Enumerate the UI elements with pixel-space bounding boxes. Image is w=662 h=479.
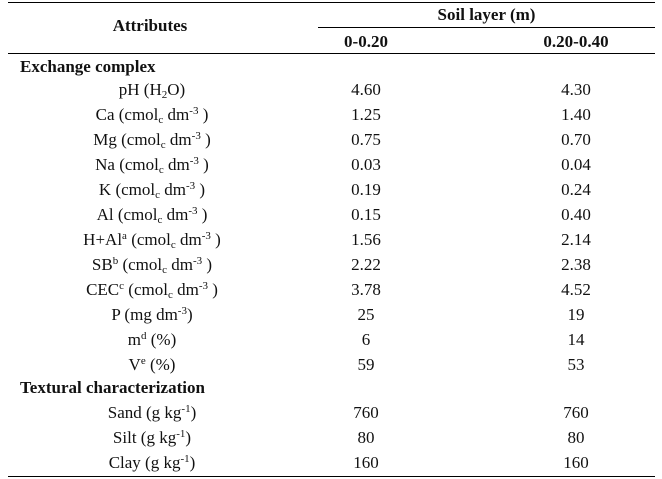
row-label: pH (H2O)	[118, 80, 186, 101]
cell-0.20-0.40: 760	[563, 403, 589, 422]
bottom-rule	[8, 476, 655, 477]
table-row: pH (H2O) 4.60 4.30	[0, 78, 662, 102]
table-row: Ve (%) 59 53	[0, 353, 662, 377]
cell-0-0.20: 6	[361, 330, 371, 349]
table-row: SBb (cmolc dm-3 ) 2.22 2.38	[0, 253, 662, 277]
table-row: Silt (g kg-1) 80 80	[0, 426, 662, 450]
cell-0-0.20: 1.56	[351, 230, 381, 249]
column-header-0.20-0.40: 0.20-0.40	[543, 32, 609, 51]
cell-0.20-0.40: 53	[567, 355, 585, 374]
cell-0.20-0.40: 80	[567, 428, 585, 447]
row-label: Mg (cmolc dm-3 )	[93, 130, 211, 151]
cell-0.20-0.40: 160	[563, 453, 589, 472]
cell-0-0.20: 0.75	[351, 130, 381, 149]
row-label: Ve (%)	[128, 355, 176, 374]
table-row: P (mg dm-3) 25 19	[0, 303, 662, 327]
cell-0-0.20: 160	[353, 453, 379, 472]
cell-0.20-0.40: 0.70	[561, 130, 591, 149]
cell-0.20-0.40: 1.40	[561, 105, 591, 124]
table-row: Clay (g kg-1) 160 160	[0, 451, 662, 475]
row-label: Sand (g kg-1)	[107, 403, 197, 422]
row-label: CECc (cmolc dm-3 )	[86, 280, 218, 301]
table-row: H+Ala (cmolc dm-3 ) 1.56 2.14	[0, 228, 662, 252]
table-row: Na (cmolc dm-3 ) 0.03 0.04	[0, 153, 662, 177]
cell-0.20-0.40: 4.30	[561, 80, 591, 99]
cell-0-0.20: 25	[357, 305, 375, 324]
row-label: P (mg dm-3)	[111, 305, 193, 324]
cell-0.20-0.40: 19	[567, 305, 585, 324]
cell-0.20-0.40: 0.04	[561, 155, 591, 174]
cell-0-0.20: 4.60	[351, 80, 381, 99]
cell-0-0.20: 59	[357, 355, 375, 374]
row-label: Ca (cmolc dm-3 )	[95, 105, 209, 126]
row-label: H+Ala (cmolc dm-3 )	[83, 230, 221, 251]
cell-0-0.20: 0.03	[351, 155, 381, 174]
top-rule	[8, 2, 655, 3]
row-label: Clay (g kg-1)	[108, 453, 196, 472]
cell-0-0.20: 1.25	[351, 105, 381, 124]
table-row: K (cmolc dm-3 ) 0.19 0.24	[0, 178, 662, 202]
row-label: K (cmolc dm-3 )	[98, 180, 206, 201]
table-row: Al (cmolc dm-3 ) 0.15 0.40	[0, 203, 662, 227]
soil-layer-rule	[318, 27, 655, 28]
cell-0.20-0.40: 14	[567, 330, 585, 349]
table-row: Mg (cmolc dm-3 ) 0.75 0.70	[0, 128, 662, 152]
row-label: md (%)	[127, 330, 177, 349]
cell-0.20-0.40: 0.24	[561, 180, 591, 199]
attributes-header: Attributes	[112, 16, 188, 35]
row-label: SBb (cmolc dm-3 )	[91, 255, 213, 276]
cell-0-0.20: 2.22	[351, 255, 381, 274]
row-label: Na (cmolc dm-3 )	[95, 155, 209, 176]
cell-0.20-0.40: 0.40	[561, 205, 591, 224]
cell-0-0.20: 760	[353, 403, 379, 422]
soil-layer-header: Soil layer (m)	[437, 5, 536, 24]
column-header-0-0.20: 0-0.20	[344, 32, 388, 51]
table-row: Sand (g kg-1) 760 760	[0, 401, 662, 425]
cell-0.20-0.40: 2.14	[561, 230, 591, 249]
table-row: Ca (cmolc dm-3 ) 1.25 1.40	[0, 103, 662, 127]
cell-0.20-0.40: 2.38	[561, 255, 591, 274]
cell-0-0.20: 3.78	[351, 280, 381, 299]
table-row: CECc (cmolc dm-3 ) 3.78 4.52	[0, 278, 662, 302]
cell-0-0.20: 80	[357, 428, 375, 447]
cell-0-0.20: 0.15	[351, 205, 381, 224]
cell-0.20-0.40: 4.52	[561, 280, 591, 299]
cell-0-0.20: 0.19	[351, 180, 381, 199]
row-label: Silt (g kg-1)	[112, 428, 192, 447]
section-textural-characterization: Textural characterization	[20, 378, 205, 397]
header-rule	[8, 53, 655, 54]
section-exchange-complex: Exchange complex	[20, 57, 156, 76]
table-row: md (%) 6 14	[0, 328, 662, 352]
row-label: Al (cmolc dm-3 )	[96, 205, 208, 226]
